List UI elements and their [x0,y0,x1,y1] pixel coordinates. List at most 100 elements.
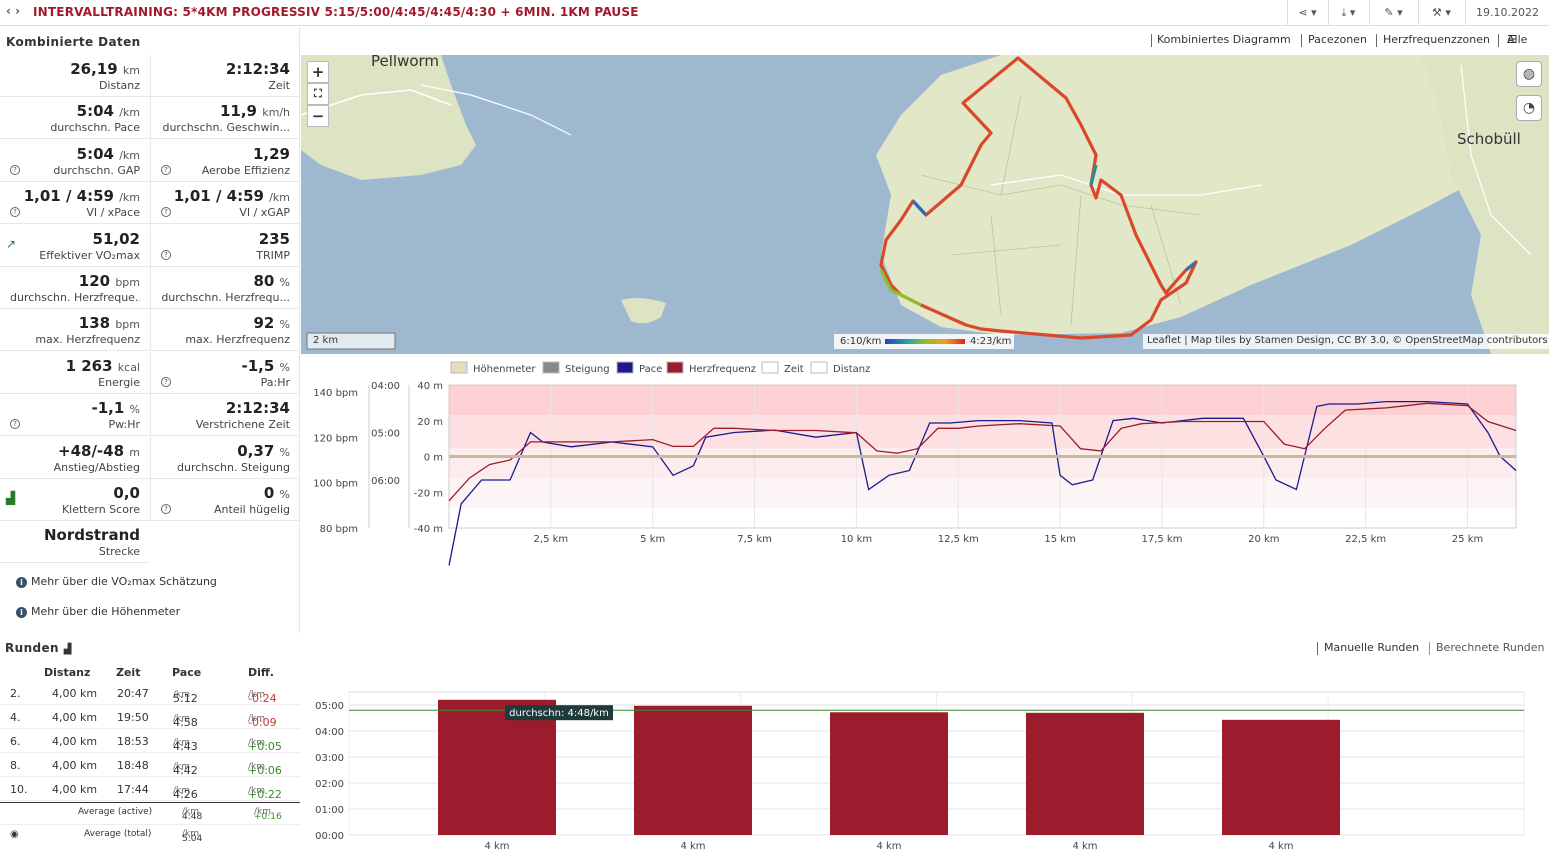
lap-bar[interactable] [634,705,752,835]
tools-button[interactable]: ✎ ▾ [1369,0,1417,26]
hr-tick-label: 120 bpm [313,433,358,444]
elevation-info-link[interactable]: i Mehr über die Höhenmeter [16,605,180,618]
lap-diff: +0:22/km [248,786,282,801]
stat-cell: 138 bpm max. Herzfrequenz [0,309,150,352]
legend-swatch[interactable] [542,361,560,374]
x-tick-label: 12,5 km [938,534,979,545]
layers-button[interactable]: ◍ [1516,61,1542,87]
lap-pace: 4:42/km [173,762,198,777]
zoom-out-button[interactable]: − [307,105,329,127]
x-tick-label: 2,5 km [534,534,569,545]
legend-swatch[interactable] [616,361,634,374]
stat-label: durchschn. Pace [50,121,140,135]
stat-label: TRIMP [256,248,290,262]
lap-bar[interactable] [1222,719,1340,835]
lap-distance: 4,00 km [52,783,98,796]
stat-value: 138 bpm [78,314,140,333]
lap-distance: 4,00 km [52,687,98,700]
tab-manual-laps[interactable]: Manuelle Runden [1324,641,1420,654]
combined-chart[interactable]: Höhenmeter Steigung Pace Herzfrequenz Zeit Di… [301,356,1549,636]
help-icon[interactable]: ? [161,249,171,260]
legend-pace-label[interactable]: Pace [639,364,662,375]
bar-y-tick-label: 01:00 [315,805,344,816]
legend-swatch[interactable] [450,361,468,374]
table-row[interactable]: 6. 4,00 km 18:53 4:43/km +0:05/km [0,730,300,753]
legend-swatch[interactable] [761,361,779,374]
route-map[interactable]: Pellworm Schobüll + ⛶ − ◍ ◔ 2 km 6:10/km… [301,55,1549,354]
lap-bar[interactable] [438,699,556,835]
chart-icon: ▟ [63,644,72,655]
lap-pace: 4:58/km [173,714,198,729]
stat-value: 1,01 / 4:59 /km [173,187,290,206]
lap-time: 19:50 [117,711,149,724]
stat-cell: +48/-48 m Anstieg/Abstieg [0,437,150,479]
combined-data-panel: Kombinierte Daten 26,19 km Distanz 2:12:34… [0,27,300,633]
legend-steigung-label[interactable]: Steigung [565,364,610,375]
grade-tick-label: 20 m [417,417,443,428]
lap-number: 8. [10,759,21,772]
tab-calculated-laps[interactable]: Berechnete Runden [1436,641,1545,654]
stat-value: 5:04 /km [76,144,140,163]
tab-combined-chart[interactable]: Kombiniertes Diagramm [1157,33,1291,46]
tab-pace-zones[interactable]: Pacezonen [1308,33,1367,46]
nav-arrows[interactable]: ‹ › [6,4,21,18]
legend-höhenmeter-label[interactable]: Höhenmeter [473,364,536,375]
tab-hr-zones[interactable]: Herzfrequenzzonen [1383,33,1490,46]
table-row[interactable]: 10. 4,00 km 17:44 4:26/km +0:22/km [0,778,300,801]
help-icon[interactable]: ? [10,207,20,218]
col-pace[interactable]: Pace [172,666,202,679]
stat-cell: 5:04 /km durchschn. GAP? [0,140,150,182]
pace-tick-label: 05:00 [371,429,400,440]
stat-label: max. Herzfrequenz [185,333,290,347]
legend-distanz-label[interactable]: Distanz [833,364,870,375]
lap-time: 17:44 [117,783,149,796]
table-row[interactable]: 8. 4,00 km 18:48 4:42/km +0:06/km [0,754,300,777]
stat-value: 235 [258,229,290,248]
col-diff[interactable]: Diff. [248,666,274,679]
lap-bar[interactable] [830,712,948,835]
menu-icon: ☰ [1507,33,1517,46]
legend-swatch[interactable] [810,361,828,374]
stat-label: VI / xGAP [239,206,290,220]
map-attribution[interactable]: Leaflet | Map tiles by Stamen Design, CC… [1147,335,1548,346]
help-icon[interactable]: ? [10,419,20,430]
lap-bar[interactable] [1026,712,1144,835]
help-icon[interactable]: ? [161,376,171,387]
help-icon[interactable]: ? [161,207,171,218]
dashboard-button[interactable]: ◔ [1516,95,1542,121]
legend-herzfrequenz-label[interactable]: Herzfrequenz [689,364,756,375]
stat-value: 92 % [253,314,290,333]
stat-cell: 0,37 % durchschn. Steigung [150,436,300,479]
stat-label: Anstieg/Abstieg [53,460,140,474]
help-icon[interactable]: ? [161,164,171,175]
stat-cell: 1,01 / 4:59 /km VI / xPace? [0,182,150,225]
help-icon[interactable]: ? [161,504,171,514]
stat-cell: 5:04 /km durchschn. Pace [0,97,150,140]
plus-icon: + [311,63,325,81]
stat-label: Klettern Score [61,503,140,516]
lap-time: 20:47 [117,687,149,700]
hr-tick-label: 100 bpm [313,479,358,490]
col-time[interactable]: Zeit [116,666,141,679]
download-button[interactable]: ⤓ ▾ [1328,0,1368,26]
map-label-pellworm: Pellworm [371,55,440,70]
table-row[interactable]: 2. 4,00 km 20:47 5:12/km -0:24/km [0,682,300,705]
settings-button[interactable]: ⚒ ▾ [1418,0,1464,26]
share-icon: ⋖ ▾ [1298,6,1317,19]
eye-icon[interactable]: ◉ [10,829,19,840]
stat-cell: 51,02 Effektiver VO₂max ↗ [0,225,150,267]
stat-label: Zeit [268,79,290,92]
laps-bar-chart[interactable]: 00:00 01:00 02:00 03:00 04:00 05:00 4 km 4 km 4 … [301,684,1549,854]
col-distance[interactable]: Distanz [44,666,91,679]
zoom-in-button[interactable]: + [307,61,329,83]
vo2max-info-link[interactable]: i Mehr über die VO₂max Schätzung [16,575,217,588]
share-button[interactable]: ⋖ ▾ [1287,0,1327,26]
help-icon[interactable]: ? [10,164,20,175]
lap-distance: 4,00 km [52,711,98,724]
stat-label: VI / xPace [86,206,140,220]
legend-swatch[interactable] [666,361,684,374]
grade-tick-label: 0 m [424,453,443,464]
table-row[interactable]: 4. 4,00 km 19:50 4:58/km -0:09/km [0,706,300,729]
legend-zeit-label[interactable]: Zeit [784,364,804,375]
fullscreen-button[interactable]: ⛶ [307,83,329,105]
